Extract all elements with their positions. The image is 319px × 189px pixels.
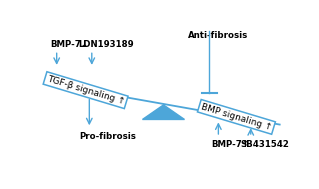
Text: BMP signaling ↑: BMP signaling ↑ — [200, 102, 273, 132]
Text: BMP-7↓: BMP-7↓ — [50, 40, 88, 49]
Text: LDN193189: LDN193189 — [78, 40, 134, 49]
Text: TGF-β signaling ↑: TGF-β signaling ↑ — [46, 74, 126, 106]
Text: Pro-fibrosis: Pro-fibrosis — [79, 132, 136, 141]
Text: SB431542: SB431542 — [240, 140, 289, 149]
Polygon shape — [143, 105, 184, 119]
Text: BMP-7↑: BMP-7↑ — [212, 140, 250, 149]
Text: Anti-fibrosis: Anti-fibrosis — [188, 31, 249, 40]
